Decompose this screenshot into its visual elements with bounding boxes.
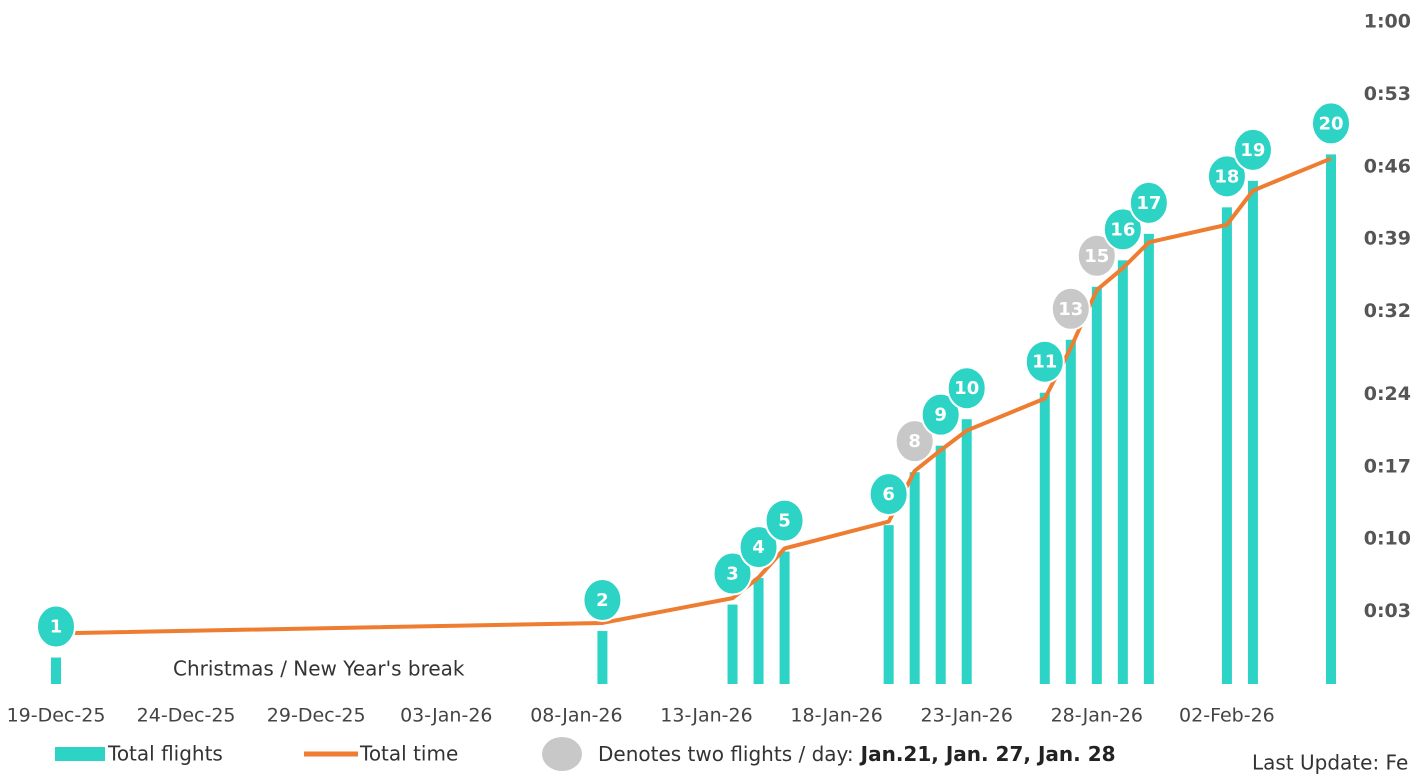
value-label: 17: [1136, 193, 1161, 214]
bar: [597, 631, 608, 684]
bar: [883, 525, 894, 684]
legend-note-text: Denotes two flights / day:: [598, 742, 854, 766]
bar: [1143, 233, 1154, 684]
value-label-bubble: [920, 392, 961, 437]
legend-note-days: Jan.21, Jan. 27, Jan. 28: [859, 742, 1116, 766]
x-tick-label: 18-Jan-26: [790, 705, 882, 727]
legend-note: Denotes two flights / day: Jan.21, Jan. 2…: [598, 742, 1116, 766]
value-label: 1: [50, 617, 63, 638]
value-label: 15: [1084, 246, 1109, 267]
value-label-bubble: [712, 551, 753, 596]
value-label: 5: [778, 511, 791, 532]
x-tick-label: 28-Jan-26: [1051, 705, 1143, 727]
x-tick-label: 13-Jan-26: [660, 705, 752, 727]
bar: [779, 551, 790, 684]
x-tick-label: 08-Jan-26: [530, 705, 622, 727]
value-label: 13: [1058, 299, 1083, 320]
value-label-bubble: [1206, 154, 1247, 199]
value-label-bubble: [1076, 233, 1117, 278]
legend-swatch-dot: [542, 737, 582, 771]
y2-tick-label: 0:46: [1364, 155, 1411, 177]
y2-tick-label: 0:03: [1364, 600, 1411, 622]
value-label: 19: [1240, 140, 1265, 161]
value-label: 8: [908, 431, 921, 452]
bar: [1326, 154, 1336, 684]
bar: [727, 604, 738, 684]
value-label-bubble: [1311, 101, 1351, 146]
x-tick-label: 19-Dec-25: [7, 705, 106, 727]
value-label-bubble: [868, 472, 909, 517]
value-label-bubble: [1050, 286, 1091, 331]
x-tick-label: 23-Jan-26: [921, 705, 1013, 727]
y2-tick-label: 0:24: [1364, 383, 1411, 405]
x-tick-label: 02-Feb-26: [1179, 705, 1275, 727]
value-label-bubble: [1024, 339, 1065, 384]
y2-tick-label: 0:39: [1364, 228, 1411, 250]
value-label: 6: [882, 484, 895, 505]
bar: [1039, 392, 1050, 684]
value-label-bubble: [1232, 127, 1273, 172]
y2-tick-label: 0:10: [1364, 528, 1411, 550]
y2-tick-label: 0:32: [1364, 300, 1411, 322]
y2-tick-label: 0:53: [1364, 83, 1411, 105]
value-label: 9: [934, 405, 947, 426]
footer: Last Update: Fe: [1252, 751, 1408, 775]
value-label-bubble: [764, 498, 805, 543]
bar: [1247, 180, 1258, 684]
bar: [1091, 286, 1102, 684]
value-label-bubble: [894, 419, 935, 464]
y2-tick-label: 0:17: [1364, 455, 1411, 477]
value-label-bubble: [1128, 180, 1169, 225]
bar: [753, 578, 764, 684]
bar: [961, 419, 972, 684]
bar: [935, 445, 946, 684]
value-label-bubble: [1102, 207, 1143, 252]
x-tick-label: 03-Jan-26: [400, 705, 492, 727]
value-label: 11: [1032, 352, 1057, 373]
value-label: 3: [726, 564, 739, 585]
y2-tick-label: 1:00: [1364, 11, 1411, 33]
bar: [1117, 260, 1128, 684]
value-label: 2: [596, 590, 609, 611]
value-label: 10: [954, 378, 979, 399]
value-label: 18: [1214, 166, 1239, 187]
value-label-bubble: [582, 578, 623, 623]
bar: [1065, 339, 1076, 684]
annotation: Christmas / New Year's break: [173, 657, 465, 681]
bar: [909, 472, 920, 684]
legend-label: Total flights: [107, 742, 223, 766]
legend-label: Total time: [359, 742, 458, 766]
x-tick-label: 24-Dec-25: [137, 705, 236, 727]
value-label-bubble: [36, 604, 76, 649]
value-label-bubble: [946, 366, 987, 411]
x-tick-label: 29-Dec-25: [267, 705, 366, 727]
value-label-bubble: [738, 525, 779, 570]
bar: [51, 657, 61, 684]
value-label: 4: [752, 537, 765, 558]
value-label: 20: [1318, 113, 1343, 134]
value-label: 16: [1110, 219, 1135, 240]
legend-swatch-bar: [55, 747, 105, 761]
bar: [1221, 207, 1232, 685]
